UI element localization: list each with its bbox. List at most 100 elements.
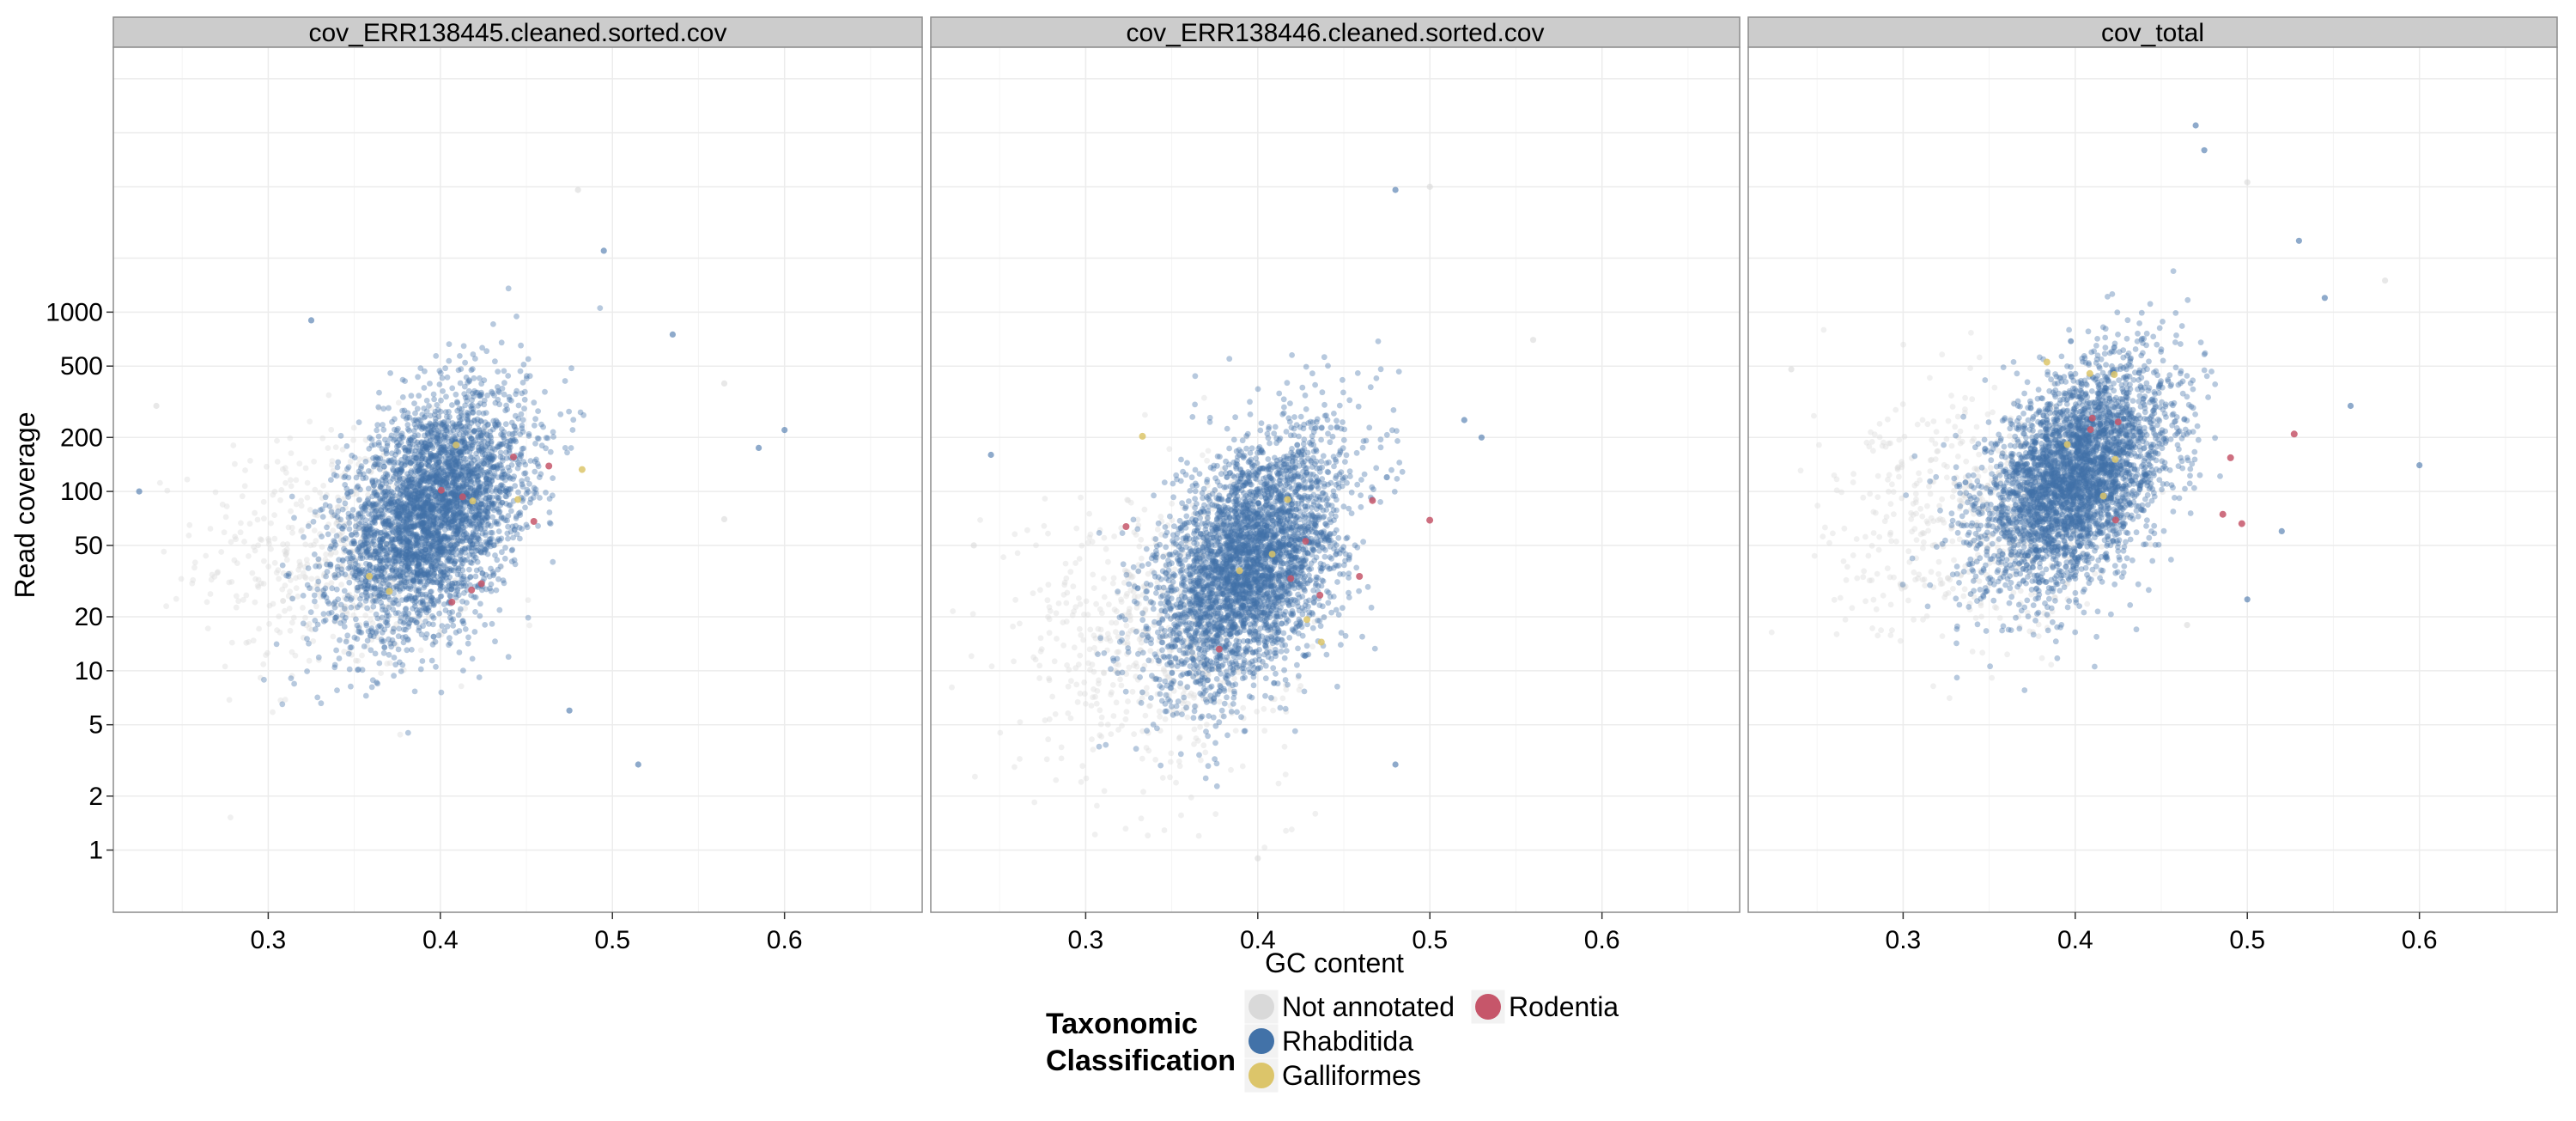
data-point [1045, 736, 1051, 742]
data-point [1047, 604, 1053, 610]
data-point [340, 507, 346, 513]
data-point [439, 623, 445, 629]
data-point [355, 484, 361, 490]
data-point [369, 685, 375, 691]
data-point [478, 581, 485, 588]
facet-title: cov_ERR138445.cleaned.sorted.cov [309, 19, 727, 47]
data-point [410, 492, 416, 498]
data-point [437, 519, 443, 525]
data-point [291, 515, 297, 521]
data-point [472, 609, 478, 615]
data-point [422, 385, 428, 391]
data-point [280, 598, 286, 604]
data-point [447, 594, 453, 600]
data-point [428, 531, 434, 537]
data-point [246, 553, 252, 559]
data-point [242, 483, 248, 489]
data-point [495, 567, 501, 573]
data-point [442, 365, 448, 371]
data-point [351, 425, 357, 431]
data-point [173, 596, 179, 602]
data-point [398, 732, 404, 738]
data-point [499, 549, 505, 555]
data-point [453, 442, 459, 448]
data-point [1099, 610, 1105, 616]
data-point [319, 700, 325, 706]
data-point [456, 612, 462, 618]
data-point [514, 497, 521, 503]
data-point [334, 687, 340, 693]
data-point [1111, 713, 1117, 719]
data-point [488, 459, 494, 465]
data-point [401, 579, 407, 585]
data-point [450, 513, 456, 519]
data-point [355, 585, 361, 591]
data-point [361, 505, 368, 511]
data-point [489, 621, 495, 627]
data-point [427, 381, 433, 387]
data-point [284, 557, 290, 563]
data-point [504, 531, 510, 537]
data-point [1261, 706, 1267, 712]
data-point [504, 406, 510, 412]
data-point [386, 405, 392, 411]
data-point [451, 568, 457, 574]
data-point [368, 628, 374, 634]
y-tick-label: 50 [75, 532, 103, 560]
data-point [570, 417, 576, 423]
data-point [298, 528, 304, 534]
data-point [499, 426, 505, 432]
data-point [398, 539, 404, 545]
data-point [522, 462, 528, 468]
data-point [360, 667, 366, 673]
data-point [261, 558, 267, 564]
data-point [517, 455, 523, 461]
data-point [424, 398, 430, 404]
data-point [375, 405, 381, 411]
data-point [342, 588, 348, 594]
data-point [1240, 764, 1246, 770]
data-point [363, 589, 369, 595]
data-point [311, 459, 317, 465]
y-tick-label: 200 [60, 423, 103, 452]
data-point [447, 445, 453, 451]
data-point [461, 574, 467, 580]
data-point [223, 515, 229, 521]
data-point [422, 582, 428, 588]
data-point [466, 552, 472, 558]
data-point [483, 488, 489, 494]
data-point [474, 568, 480, 574]
data-point [1092, 832, 1098, 838]
data-point [526, 615, 532, 621]
data-point [465, 635, 471, 641]
data-point [465, 492, 471, 498]
data-point [997, 730, 1003, 736]
data-point [1134, 664, 1140, 670]
data-point [509, 462, 515, 468]
data-point [366, 446, 372, 452]
data-point [506, 654, 512, 660]
data-point [440, 422, 447, 428]
data-point [333, 648, 339, 654]
data-point [366, 468, 372, 474]
data-point [1012, 765, 1018, 771]
data-point [474, 460, 480, 466]
data-point [270, 710, 276, 716]
data-point [438, 569, 444, 575]
data-point [387, 507, 393, 513]
data-point [432, 567, 438, 573]
data-point [1075, 699, 1081, 705]
data-point [497, 538, 503, 544]
data-point [366, 486, 372, 492]
data-point [410, 554, 416, 560]
data-point [361, 529, 368, 535]
data-point [374, 573, 380, 579]
data-point [344, 443, 350, 449]
data-point [1127, 617, 1133, 623]
data-point [349, 513, 355, 519]
data-point [390, 600, 396, 606]
data-point [319, 533, 325, 539]
data-point [374, 428, 380, 434]
data-point [374, 422, 380, 428]
